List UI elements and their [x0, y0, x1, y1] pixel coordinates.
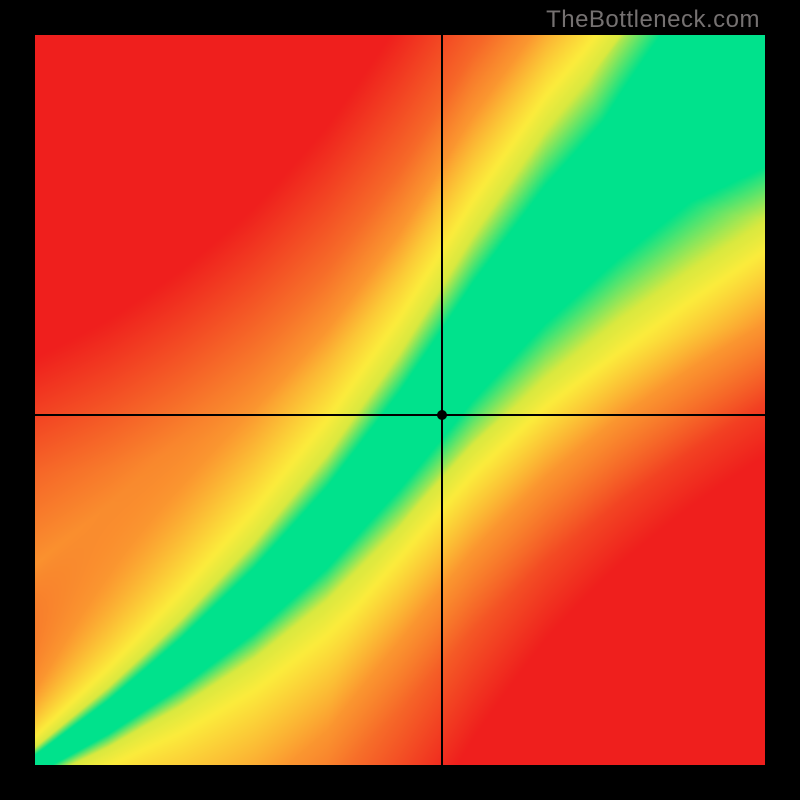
heatmap-canvas — [35, 35, 765, 765]
crosshair-horizontal — [35, 414, 765, 416]
crosshair-vertical — [441, 35, 443, 765]
crosshair-marker — [437, 410, 447, 420]
watermark-text: TheBottleneck.com — [546, 6, 760, 34]
plot-area — [35, 35, 765, 765]
